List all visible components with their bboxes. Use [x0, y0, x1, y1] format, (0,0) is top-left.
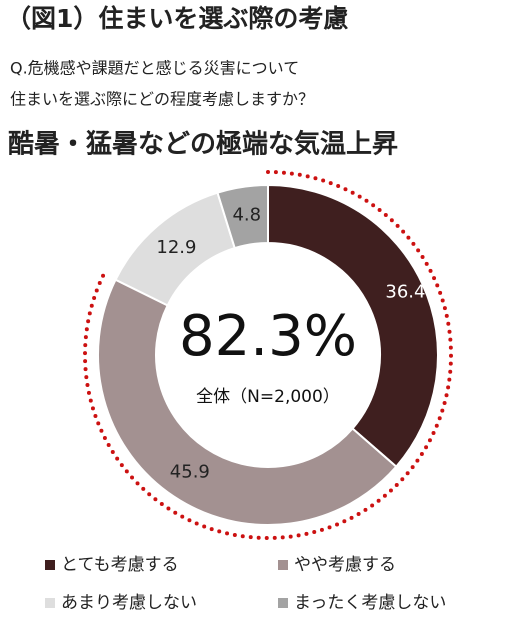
legend-label: やや考慮する [294, 555, 396, 575]
chart-title: 酷暑・猛暑などの極端な気温上昇 [8, 129, 398, 160]
value-label: 4.8 [232, 205, 261, 226]
center-label: 82.3% [179, 304, 357, 369]
legend-label: とても考慮する [61, 555, 179, 575]
title: （図1）住まいを選ぶ際の考慮 [6, 4, 348, 33]
value-label: 36.4 [385, 281, 425, 302]
value-label: 12.9 [156, 237, 196, 258]
donut-segment [216, 183, 269, 250]
highlight-arc [83, 170, 453, 540]
legend-label: まったく考慮しない [294, 593, 446, 613]
legend-label: あまり考慮しない [61, 593, 197, 613]
legend-swatch [278, 598, 288, 608]
legend-swatch [45, 560, 55, 570]
subtitle: 住まいを選ぶ際にどの程度考慮しますか？ [10, 90, 314, 109]
donut-segment [97, 278, 398, 526]
value-label: 45.9 [170, 461, 210, 482]
donut-segment [267, 183, 439, 469]
subtitle: Q.危機感や課題だと感じる災害について [10, 59, 299, 78]
legend-swatch [45, 598, 55, 608]
legend-swatch [278, 560, 288, 570]
center-sublabel: 全体（N=2,000） [196, 387, 340, 407]
